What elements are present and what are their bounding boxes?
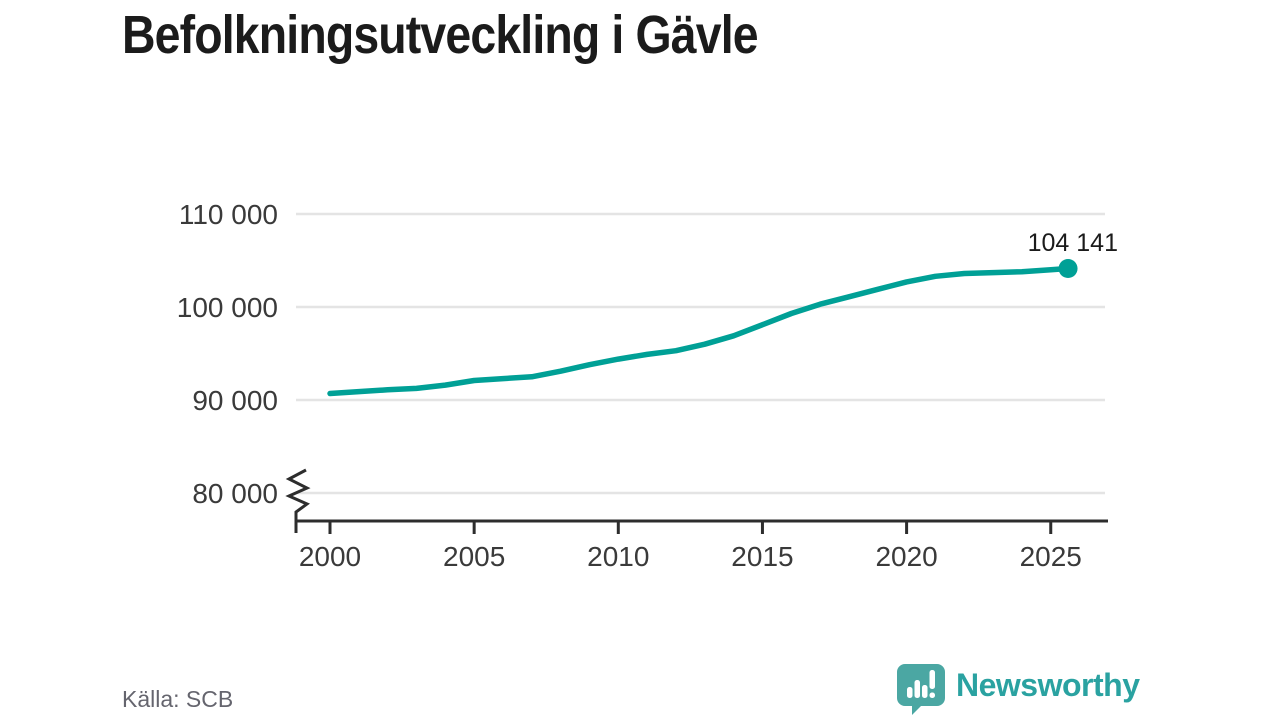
y-tick-label: 110 000 bbox=[179, 199, 278, 230]
x-tick-label: 2000 bbox=[299, 541, 361, 572]
x-tick-label: 2005 bbox=[443, 541, 505, 572]
axis-break-zigzag bbox=[285, 468, 311, 533]
newsworthy-logo-text: Newsworthy bbox=[956, 667, 1140, 703]
end-point-marker bbox=[1058, 258, 1078, 278]
x-tick-label: 2015 bbox=[731, 541, 793, 572]
source-caption: Källa: SCB bbox=[122, 686, 234, 712]
newsworthy-logo: Newsworthy bbox=[896, 663, 1160, 715]
newsworthy-speech-bubble-chart-icon bbox=[897, 664, 945, 715]
chart-title: Befolkningsutveckling i Gävle bbox=[122, 5, 759, 65]
y-tick-label: 100 000 bbox=[177, 292, 278, 323]
y-tick-label: 80 000 bbox=[192, 478, 278, 509]
x-tick-label: 2010 bbox=[587, 541, 649, 572]
y-tick-label: 90 000 bbox=[192, 385, 278, 416]
end-value-label: 104 141 bbox=[1027, 229, 1118, 257]
x-tick-label: 2025 bbox=[1020, 541, 1082, 572]
x-tick-label: 2020 bbox=[875, 541, 937, 572]
population-line bbox=[327, 265, 1071, 397]
